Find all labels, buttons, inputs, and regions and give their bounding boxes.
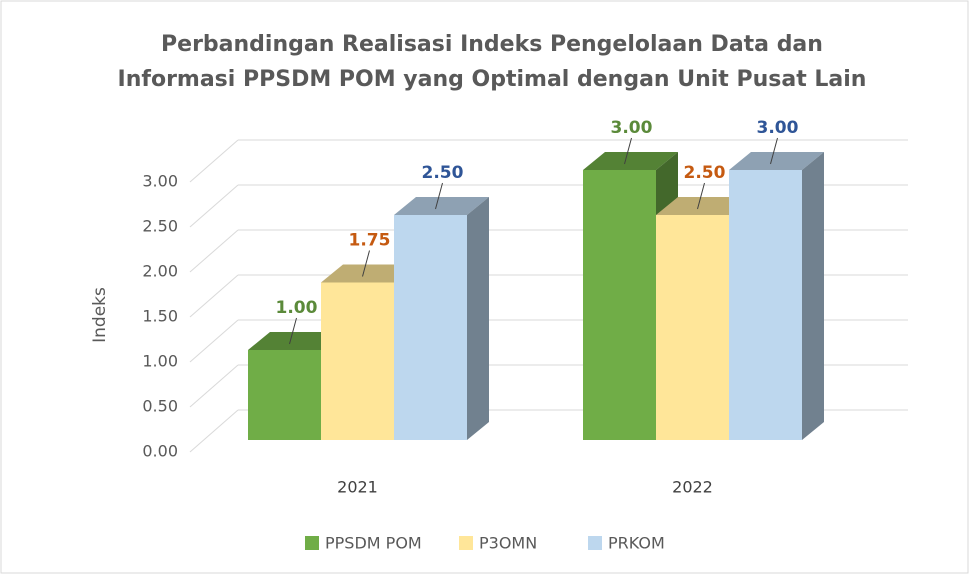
chart-title: Informasi PPSDM POM yang Optimal dengan … <box>118 67 867 92</box>
data-label: 1.00 <box>276 298 318 318</box>
y-tick-label: 0.00 <box>142 442 178 461</box>
leader-line <box>697 182 705 210</box>
y-tick-label: 1.50 <box>142 307 178 326</box>
grid-line <box>189 274 239 318</box>
leader-line <box>624 137 632 165</box>
x-tick-label: 2022 <box>672 478 713 497</box>
x-tick-label: 2021 <box>337 478 378 497</box>
bar <box>729 170 802 440</box>
y-tick-label: 3.00 <box>142 172 178 191</box>
y-tick-label: 1.00 <box>142 352 178 371</box>
legend-label: PRKOM <box>608 534 665 553</box>
bar-side <box>802 152 824 440</box>
leader-line <box>289 317 297 345</box>
grid-line <box>189 409 239 453</box>
bar <box>656 215 729 440</box>
data-label: 2.50 <box>684 163 726 183</box>
chart-title: Perbandingan Realisasi Indeks Pengelolaa… <box>161 32 823 57</box>
legend-label: P3OMN <box>479 534 537 553</box>
bar-top <box>248 332 343 350</box>
grid-line <box>189 184 239 228</box>
legend-swatch <box>588 536 602 550</box>
y-tick-label: 0.50 <box>142 397 178 416</box>
grid-line <box>189 319 239 363</box>
bar <box>394 215 467 440</box>
data-label: 2.50 <box>422 163 464 183</box>
grid-line <box>189 364 239 408</box>
leader-line <box>362 250 370 277</box>
y-tick-label: 2.00 <box>142 262 178 281</box>
grid-line <box>189 139 239 183</box>
leader-line <box>435 182 443 210</box>
bar <box>583 170 656 440</box>
bar <box>248 350 321 440</box>
bar-top <box>394 197 489 215</box>
y-tick-label: 2.50 <box>142 217 178 236</box>
data-label: 3.00 <box>757 118 799 138</box>
data-label: 1.75 <box>349 231 391 251</box>
bar-top <box>321 264 416 283</box>
bar-top <box>656 197 751 215</box>
bar-side <box>467 197 489 440</box>
bar <box>321 282 394 440</box>
legend-swatch <box>459 536 473 550</box>
data-label: 3.00 <box>611 118 653 138</box>
bar-top <box>729 152 824 170</box>
bar-top <box>583 152 678 170</box>
grid-line <box>189 229 239 273</box>
leader-line <box>770 137 778 165</box>
y-axis-label: Indeks <box>90 287 110 343</box>
legend-swatch <box>305 536 319 550</box>
legend-label: PPSDM POM <box>325 534 422 553</box>
